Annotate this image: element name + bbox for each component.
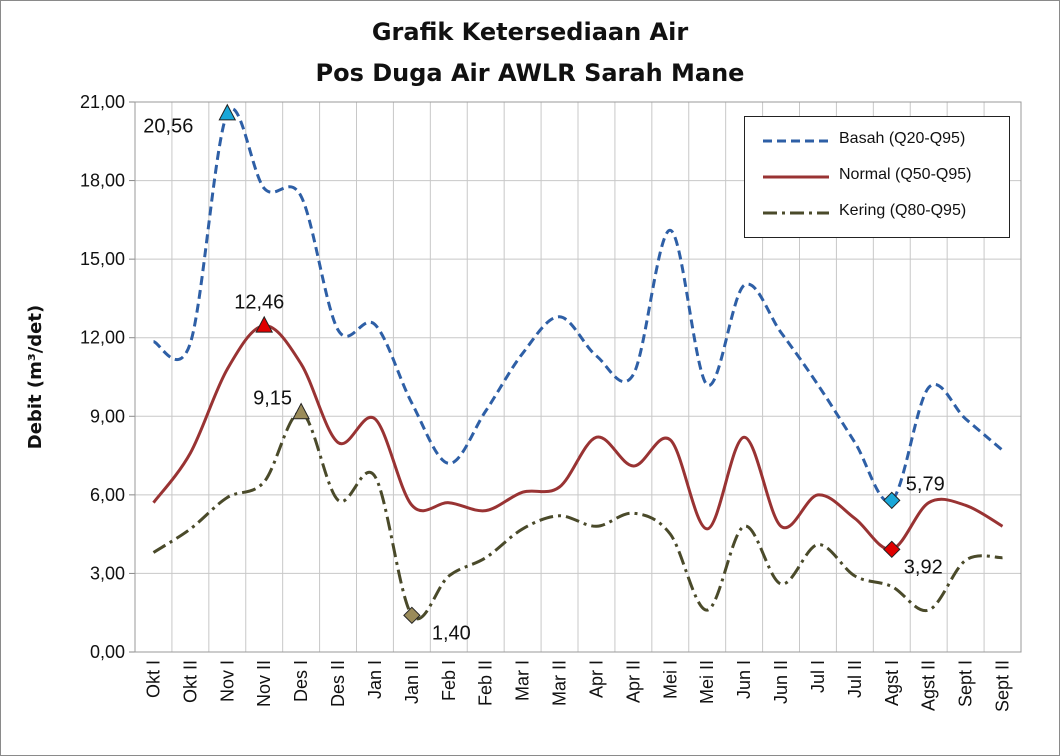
- x-tick-label: Mar II: [550, 660, 570, 706]
- legend-swatch-normal: [763, 175, 829, 179]
- plot-area-border: [134, 101, 1022, 653]
- data-marker-diamond: [883, 540, 901, 559]
- x-tick-label: Feb II: [476, 660, 496, 706]
- y-tick-label: 18,00: [80, 171, 125, 191]
- x-tick-label: Jun I: [734, 660, 754, 699]
- x-tick-label: Jul II: [845, 660, 865, 698]
- x-tick-label: Nov I: [217, 660, 237, 702]
- x-tick-label: Okt I: [143, 660, 163, 698]
- y-tick-label: 3,00: [90, 563, 125, 583]
- x-tick-label: Feb I: [439, 660, 459, 701]
- x-tick-label: Agst I: [882, 660, 902, 706]
- data-label: 1,40: [432, 622, 471, 644]
- data-marker-triangle: [292, 402, 310, 420]
- legend-swatch-kering: [763, 211, 829, 215]
- y-tick-label: 21,00: [80, 92, 125, 112]
- x-tick-label: Mei I: [660, 660, 680, 699]
- data-label: 9,15: [253, 387, 292, 409]
- series-line-basah: [152, 107, 1004, 504]
- y-tick-label: 6,00: [90, 485, 125, 505]
- x-tick-label: Apr II: [623, 660, 643, 703]
- y-tick-label: 0,00: [90, 642, 125, 662]
- legend-item-basah: Basah (Q20-Q95): [745, 127, 1009, 157]
- data-marker-triangle: [255, 315, 274, 333]
- legend-label-normal: Normal (Q50-Q95): [839, 166, 972, 183]
- data-marker-diamond: [403, 606, 421, 625]
- x-tick-label: Okt II: [180, 660, 200, 703]
- legend-label-kering: Kering (Q80-Q95): [839, 202, 967, 219]
- data-label: 12,46: [234, 292, 284, 314]
- y-tick-label: 9,00: [90, 406, 125, 426]
- chart-title: Grafik Ketersediaan Air: [371, 18, 689, 46]
- y-tick-label: 12,00: [80, 328, 125, 348]
- legend-swatch-basah: [763, 139, 829, 143]
- data-marker-triangle: [218, 103, 237, 121]
- x-tick-label: Des I: [291, 660, 311, 702]
- legend-item-normal: Normal (Q50-Q95): [745, 163, 1009, 193]
- data-label: 5,79: [906, 473, 945, 495]
- x-tick-label: Nov II: [254, 660, 274, 707]
- legend-item-kering: Kering (Q80-Q95): [745, 199, 1009, 229]
- x-tick-label: Jan I: [365, 660, 385, 699]
- x-tick-label: Des II: [328, 660, 348, 707]
- x-tick-label: Sept I: [956, 660, 976, 707]
- x-tick-label: Jun II: [771, 660, 791, 704]
- data-marker-diamond: [883, 491, 901, 510]
- x-tick-label: Agst II: [919, 660, 939, 711]
- data-label: 3,92: [904, 556, 943, 578]
- legend-label-basah: Basah (Q20-Q95): [839, 130, 966, 147]
- chart-subtitle: Pos Duga Air AWLR Sarah Mane: [315, 59, 745, 87]
- data-label: 20,56: [143, 116, 193, 138]
- series-line-normal: [152, 324, 1004, 551]
- x-tick-label: Jul I: [808, 660, 828, 693]
- chart-legend: Basah (Q20-Q95) Normal (Q50-Q95) Kering …: [744, 116, 1010, 238]
- y-tick-label: 15,00: [80, 249, 125, 269]
- series-line-kering: [152, 410, 1003, 621]
- x-tick-label: Mar I: [513, 660, 533, 701]
- x-tick-label: Jan II: [402, 660, 422, 704]
- y-axis-label: Debit (m³/det): [25, 305, 46, 449]
- x-tick-label: Apr I: [586, 660, 606, 698]
- x-tick-label: Sept II: [993, 660, 1013, 712]
- x-tick-label: Mei II: [697, 660, 717, 704]
